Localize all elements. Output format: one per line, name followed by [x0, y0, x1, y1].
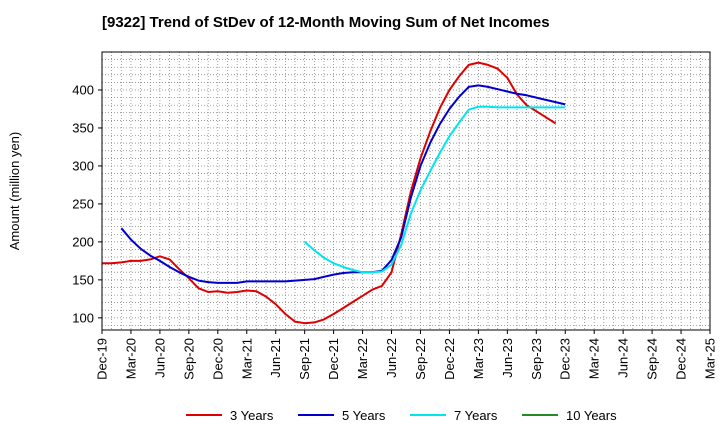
x-tick-label: Dec-24 — [674, 338, 689, 380]
x-tick-label: Sep-23 — [529, 338, 544, 380]
x-tick-label: Jun-20 — [152, 338, 167, 378]
x-tick-label: Jun-22 — [384, 338, 399, 378]
x-tick-label: Dec-21 — [326, 338, 341, 380]
legend-swatch-10-years — [522, 414, 558, 416]
x-tick-label: Mar-24 — [587, 338, 602, 379]
legend-label-3-years: 3 Years — [230, 407, 274, 423]
x-tick-label: Sep-21 — [297, 338, 312, 380]
series-line-3-years — [102, 61, 557, 325]
x-tick-label: Sep-22 — [413, 338, 428, 380]
x-tick-label: Sep-24 — [645, 338, 660, 380]
y-tick-label: 350 — [72, 120, 94, 135]
x-tick-label: Mar-20 — [124, 338, 139, 379]
plot-area — [102, 52, 710, 330]
grid-lines — [101, 51, 711, 330]
legend-item-7-years: 7 Years — [410, 404, 497, 426]
x-tick-label: Dec-20 — [210, 338, 225, 380]
legend-item-3-years: 3 Years — [186, 404, 273, 426]
x-tick-label: Dec-23 — [558, 338, 573, 380]
legend-swatch-3-years — [186, 414, 222, 416]
y-tick-labels: 100 150 200 250 300 350 400 — [72, 82, 94, 325]
series-line-7-years — [304, 105, 566, 274]
x-tick-label: Jun-23 — [500, 338, 515, 378]
x-tick-label: Dec-22 — [442, 338, 457, 380]
chart-title: [9322] Trend of StDev of 12-Month Moving… — [102, 14, 550, 31]
x-tick-label: Dec-19 — [95, 338, 110, 380]
x-tick-label: Jun-21 — [268, 338, 283, 378]
legend-swatch-5-years — [298, 414, 334, 416]
legend-label-7-years: 7 Years — [454, 407, 498, 423]
x-tick-label: Sep-20 — [181, 338, 196, 380]
x-tick-label: Mar-22 — [355, 338, 370, 379]
axes — [98, 51, 711, 334]
series-line-5-years — [120, 84, 566, 284]
x-tick-label: Mar-25 — [703, 338, 718, 379]
y-tick-label: 150 — [72, 272, 94, 287]
legend-swatch-7-years — [410, 414, 446, 416]
legend: 3 Years 5 Years 7 Years 10 Years — [0, 404, 720, 426]
legend-label-10-years: 10 Years — [566, 407, 617, 423]
y-tick-label: 200 — [72, 234, 94, 249]
legend-item-10-years: 10 Years — [522, 404, 617, 426]
y-axis-label: Amount (million yen) — [7, 132, 22, 251]
legend-item-5-years: 5 Years — [298, 404, 385, 426]
x-tick-label: Jun-24 — [616, 338, 631, 378]
series-lines — [102, 61, 566, 325]
x-tick-label: Mar-21 — [239, 338, 254, 379]
x-tick-labels: Dec-19 Mar-20 Jun-20 Sep-20 Dec-20 Mar-21 Jun-… — [95, 338, 718, 380]
legend-label-5-years: 5 Years — [342, 407, 386, 423]
y-tick-label: 100 — [72, 310, 94, 325]
y-tick-label: 300 — [72, 158, 94, 173]
y-tick-label: 250 — [72, 196, 94, 211]
y-tick-label: 400 — [72, 82, 94, 97]
plot-frame — [101, 51, 711, 331]
x-tick-label: Mar-23 — [471, 338, 486, 379]
